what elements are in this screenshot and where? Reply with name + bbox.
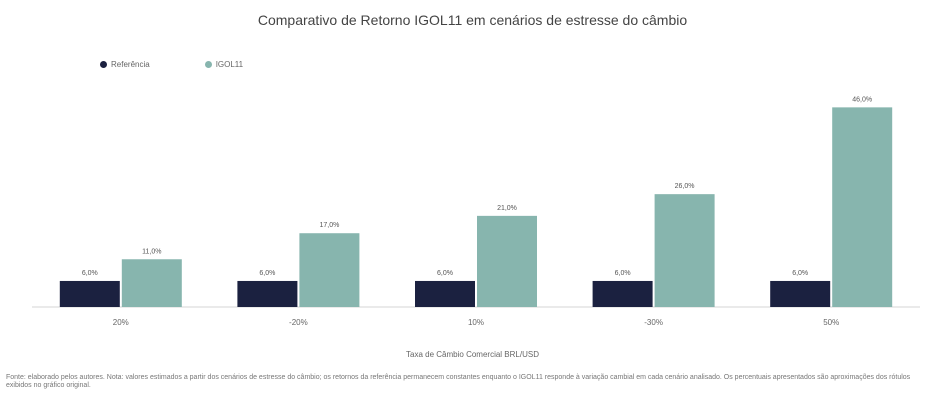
legend-label-igol11: IGOL11: [215, 60, 244, 69]
data-label-reference-4: 6,0%: [792, 270, 808, 277]
data-label-igol11-2: 21,0%: [497, 205, 517, 212]
bar-reference-3: [592, 280, 653, 307]
data-label-igol11-1: 17,0%: [319, 222, 339, 229]
bar-reference-0: [59, 280, 120, 307]
data-label-reference-1: 6,0%: [259, 270, 275, 277]
x-tick-label-2: 10%: [468, 318, 484, 327]
data-label-igol11-0: 11,0%: [142, 248, 161, 255]
bar-igol11-0: [121, 259, 182, 307]
bar-igol11-2: [477, 215, 537, 307]
footnote: Fonte: elaborado pelos autores. Nota: va…: [6, 374, 911, 389]
data-label-reference-2: 6,0%: [437, 270, 453, 277]
bar-reference-1: [237, 280, 298, 307]
bar-igol11-3: [654, 194, 715, 307]
legend: Referência IGOL11: [100, 60, 243, 69]
data-label-reference-3: 6,0%: [615, 270, 631, 277]
bar-reference-4: [770, 280, 831, 307]
x-tick-label-1: -20%: [289, 318, 308, 327]
x-axis-title: Taxa de Câmbio Comercial BRL/USD: [406, 350, 539, 359]
legend-swatch-reference: [100, 61, 107, 68]
x-tick-label-3: -30%: [644, 318, 663, 327]
data-label-igol11-4: 46,0%: [852, 96, 872, 103]
x-tick-label-4: 50%: [823, 318, 839, 327]
bar-igol11-1: [299, 233, 360, 307]
legend-item-igol11: IGOL11: [204, 60, 244, 69]
data-label-igol11-3: 26,0%: [675, 183, 695, 190]
data-label-reference-0: 6,0%: [82, 270, 98, 277]
legend-item-reference: Referência: [100, 60, 150, 69]
chart-title: Comparativo de Retorno IGOL11 em cenário…: [257, 12, 688, 28]
legend-label-reference: Referência: [111, 60, 150, 69]
bar-igol11-4: [832, 107, 893, 307]
bar-reference-2: [415, 280, 475, 307]
x-tick-label-0: 20%: [113, 318, 129, 327]
legend-swatch-igol11: [204, 61, 212, 68]
